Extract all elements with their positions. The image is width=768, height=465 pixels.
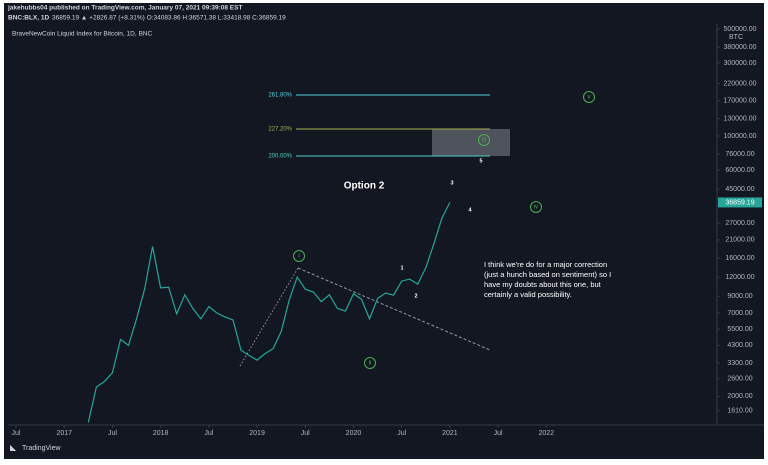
wave-label: iv bbox=[534, 205, 538, 211]
y-tick-label: 1610.00 bbox=[727, 408, 752, 415]
wave-label: iii bbox=[482, 138, 486, 144]
y-tick-label: 9000.00 bbox=[727, 293, 752, 300]
count-label: 3 bbox=[450, 180, 453, 186]
x-tick-label: 2019 bbox=[249, 430, 265, 437]
y-tick-label: 60000.00 bbox=[725, 167, 754, 174]
y-tick-label: 380000.00 bbox=[723, 44, 756, 51]
wave-label: v bbox=[588, 95, 591, 101]
x-tick-label: Jul bbox=[494, 430, 503, 437]
y-tick-label: 3300.00 bbox=[727, 360, 752, 367]
wave-circle bbox=[478, 134, 490, 146]
y-tick-label: 27000.00 bbox=[725, 220, 754, 227]
price-tag-bg bbox=[718, 197, 762, 208]
y-tick-label: 4300.00 bbox=[727, 342, 752, 349]
wave-label: ii bbox=[369, 361, 372, 367]
note: have my doubts about this one, but bbox=[484, 280, 602, 289]
footer: TradingView bbox=[22, 445, 61, 452]
wave-circle bbox=[293, 250, 305, 262]
background bbox=[4, 3, 764, 459]
x-tick-label: 2022 bbox=[538, 430, 554, 437]
x-tick-label: Jul bbox=[397, 430, 406, 437]
wave-circle bbox=[530, 201, 542, 213]
count-label: 1 bbox=[400, 265, 403, 271]
trend-line bbox=[239, 267, 299, 367]
y-tick-label: 130000.00 bbox=[723, 115, 756, 122]
symbol: BNC:BLX, 1D bbox=[8, 15, 49, 22]
y-tick-label: 500000.00 bbox=[723, 26, 756, 33]
price-line bbox=[87, 202, 451, 423]
fib-label: 227.20% bbox=[268, 127, 292, 133]
note: (just a hunch based on sentiment) so I bbox=[484, 270, 611, 279]
option-label: Option 2 bbox=[344, 181, 385, 192]
publisher: jakehubbs04 published on TradingView.com… bbox=[7, 5, 242, 12]
fib-label: 261.80% bbox=[268, 93, 292, 99]
wave-circle bbox=[583, 91, 595, 103]
y-tick-label: 16000.00 bbox=[725, 255, 754, 262]
y-tick-label: 21000.00 bbox=[725, 237, 754, 244]
y-tick-label: 2600.00 bbox=[727, 376, 752, 383]
target-box bbox=[432, 129, 510, 156]
y-tick-label: 300000.00 bbox=[723, 60, 756, 67]
currency: BTC bbox=[729, 34, 743, 41]
footer-logo: ◣ bbox=[10, 443, 17, 452]
x-tick-label: 2020 bbox=[346, 430, 362, 437]
x-tick-label: Jul bbox=[12, 430, 21, 437]
fib-label: 200.00% bbox=[268, 154, 292, 160]
count-label: 2 bbox=[414, 293, 417, 299]
wave-circle bbox=[364, 357, 376, 369]
x-tick-label: Jul bbox=[204, 430, 213, 437]
y-tick-label: 45000.00 bbox=[725, 186, 754, 193]
price-tag: 36859.19 bbox=[725, 199, 754, 206]
x-tick-label: Jul bbox=[108, 430, 117, 437]
y-tick-label: 7000.00 bbox=[727, 310, 752, 317]
y-tick-label: 170000.00 bbox=[723, 98, 756, 105]
x-tick-label: Jul bbox=[301, 430, 310, 437]
chart-title: BraveNewCoin Liquid Index for Bitcoin, 1… bbox=[12, 31, 152, 38]
count-label: 4 bbox=[468, 207, 472, 213]
quote: 36859.19 ▲ +2826.87 (+8.31%) O:34083.86 … bbox=[52, 15, 286, 22]
y-tick-label: 100000.00 bbox=[723, 133, 756, 140]
x-tick-label: 2021 bbox=[442, 430, 458, 437]
y-tick-label: 12000.00 bbox=[725, 274, 754, 281]
y-tick-label: 220000.00 bbox=[723, 80, 756, 87]
y-tick-label: 76000.00 bbox=[725, 151, 754, 158]
x-tick-label: 2017 bbox=[56, 430, 72, 437]
note: I think we're do for a major correction bbox=[484, 260, 607, 269]
x-tick-label: 2018 bbox=[153, 430, 169, 437]
note: certainly a valid possibility. bbox=[484, 290, 572, 299]
wave-label: i bbox=[298, 254, 299, 260]
count-label: 5 bbox=[479, 158, 482, 164]
y-tick-label: 2000.00 bbox=[727, 393, 752, 400]
y-tick-label: 5500.00 bbox=[727, 326, 752, 333]
